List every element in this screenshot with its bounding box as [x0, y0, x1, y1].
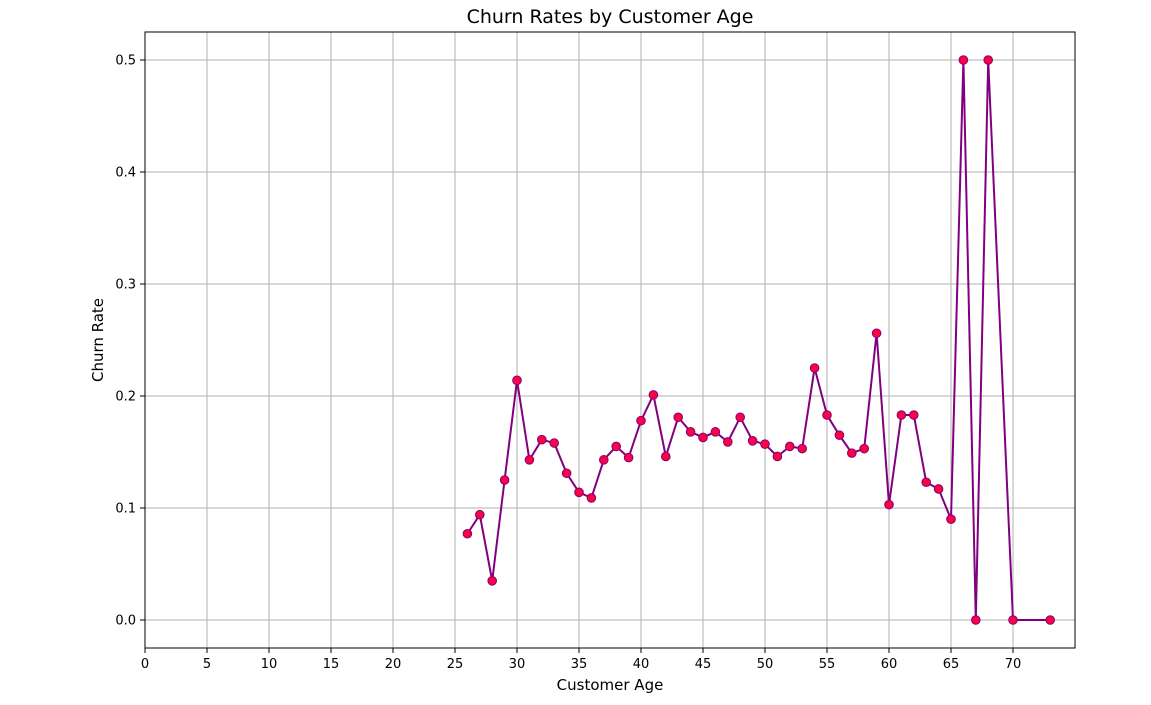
plot-area-frame: [144, 31, 1076, 649]
x-tick-label: 30: [509, 657, 526, 672]
data-point: [574, 487, 584, 498]
series-layer: [462, 55, 1055, 625]
data-point: [499, 475, 510, 485]
data-point: [859, 443, 870, 454]
data-point: [698, 432, 708, 443]
data-point: [512, 375, 522, 386]
x-tick-label: 60: [881, 657, 898, 672]
data-point: [760, 439, 770, 449]
y-tick-label: 0.4: [115, 166, 136, 181]
chart-title: Churn Rates by Customer Age: [467, 6, 754, 28]
data-point: [648, 390, 659, 400]
data-point: [896, 410, 907, 420]
data-point: [599, 455, 609, 465]
data-point: [933, 484, 944, 494]
data-point: [636, 415, 646, 426]
x-tick-label: 0: [141, 657, 149, 672]
data-point: [1008, 615, 1018, 625]
axis-ticks: 0 5 10 15 20 25 30 35 40 45 50 55 60 65 70 0.0 0.1 0.2 0.3…: [115, 54, 1021, 673]
x-tick-label: 25: [447, 657, 464, 672]
data-point: [673, 412, 684, 423]
y-tick-label: 0.5: [115, 54, 136, 69]
data-point: [747, 436, 758, 446]
data-point: [971, 615, 981, 625]
data-point: [661, 451, 671, 462]
x-tick-label: 50: [757, 657, 774, 672]
data-point: [475, 509, 485, 520]
data-point: [809, 363, 820, 373]
data-point: [772, 451, 783, 462]
data-point: [723, 437, 733, 447]
data-point: [834, 430, 845, 441]
data-point: [710, 427, 721, 437]
data-point: [785, 441, 795, 452]
y-axis-label: Churn Rate: [89, 298, 107, 382]
y-tick-label: 0.2: [115, 390, 136, 405]
data-point: [561, 468, 572, 479]
data-point: [586, 493, 597, 503]
data-point: [847, 448, 857, 458]
x-tick-label: 5: [203, 657, 211, 672]
series-line: [466, 59, 1051, 621]
data-point: [487, 576, 498, 586]
data-point: [549, 438, 560, 448]
x-tick-label: 10: [261, 657, 278, 672]
data-point: [983, 55, 994, 65]
data-point: [871, 328, 882, 339]
y-tick-label: 0.1: [115, 502, 136, 517]
data-point: [685, 427, 696, 437]
data-point: [884, 499, 894, 510]
data-point: [909, 410, 919, 420]
data-point: [537, 434, 547, 445]
data-point: [1045, 615, 1055, 625]
data-point: [822, 410, 832, 420]
x-tick-label: 55: [819, 657, 836, 672]
data-point: [921, 477, 932, 488]
data-point: [524, 455, 535, 465]
data-point: [735, 412, 746, 423]
grid-lines: [144, 32, 1075, 648]
x-tick-label: 20: [385, 657, 402, 672]
data-point: [946, 514, 956, 525]
x-tick-label: 15: [323, 657, 340, 672]
data-point: [958, 55, 969, 65]
x-axis-label: Customer Age: [557, 676, 664, 694]
y-tick-label: 0.0: [115, 614, 136, 629]
data-point: [797, 443, 808, 454]
x-tick-label: 65: [943, 657, 960, 672]
y-tick-label: 0.3: [115, 278, 136, 293]
x-tick-label: 35: [571, 657, 588, 672]
x-tick-label: 70: [1005, 657, 1022, 672]
data-point: [462, 528, 473, 539]
x-tick-label: 45: [695, 657, 712, 672]
x-tick-label: 40: [633, 657, 650, 672]
data-point: [623, 452, 634, 463]
data-point: [611, 441, 622, 452]
